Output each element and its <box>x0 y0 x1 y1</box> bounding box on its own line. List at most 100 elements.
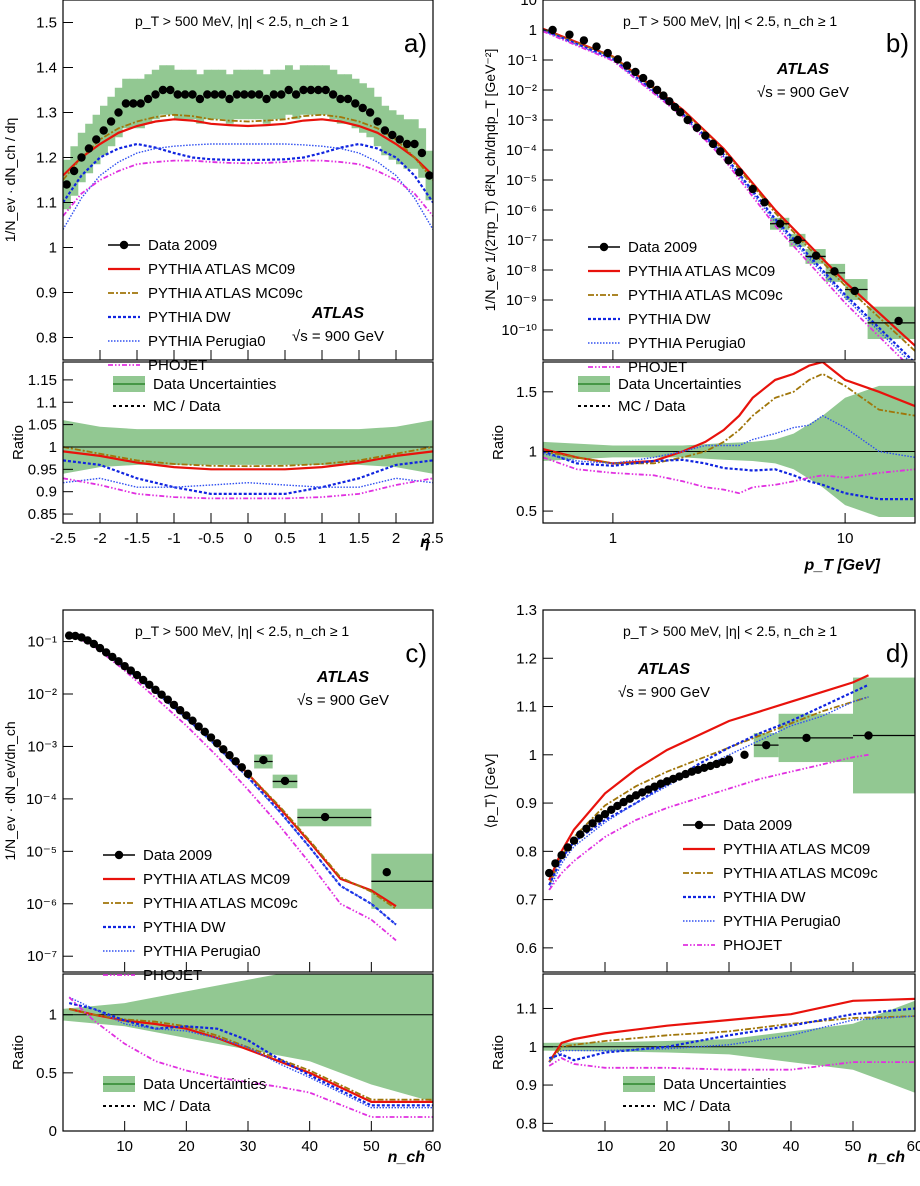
energy-label: √s = 900 GeV <box>292 328 384 345</box>
data-point <box>254 90 264 99</box>
ratio-y-tick-label: 0.5 <box>516 503 537 520</box>
cut-annotation: p_T > 500 MeV, |η| < 2.5, n_ch ≥ 1 <box>623 623 837 639</box>
data-point <box>638 73 648 83</box>
data-point <box>194 722 203 731</box>
ratio-line <box>548 1057 915 1071</box>
data-point <box>563 843 572 852</box>
data-point <box>588 819 597 828</box>
data-point <box>410 139 419 149</box>
legend-entry: Data Uncertainties <box>143 1076 266 1093</box>
data-point <box>101 648 111 657</box>
panel-b: 10⁻¹⁰ 10⁻⁹ 10⁻⁸ 10⁻⁷ 10⁻⁶ 10⁻⁵ 10⁻⁴ 10⁻³ 10⁻² 10⁻… <box>482 0 916 574</box>
data-point <box>143 94 153 104</box>
panel-c: 10⁻⁷ 10⁻⁶ 10⁻⁵ 10⁻⁴ 10⁻³ 10⁻² 10⁻¹ 0 0.5 1 10 20 30 4… <box>2 609 441 1166</box>
data-point <box>619 797 628 807</box>
data-point <box>894 316 903 326</box>
ratio-y-tick-label: 0 <box>49 1123 57 1140</box>
data-point <box>175 706 185 715</box>
data-point <box>417 148 427 158</box>
legend-entry: PYTHIA ATLAS MC09 <box>143 871 290 888</box>
panel-d: 0.6 0.7 0.8 0.9 1 1.1 1.2 1.3 0.8 0.9 1 1.1 10 20 30 40… <box>482 602 920 1166</box>
data-point <box>603 48 612 58</box>
legend-entry: Data 2009 <box>143 847 212 864</box>
ratio-y-tick-label: 1.05 <box>28 417 57 434</box>
y-tick-label: 10⁻⁴ <box>26 791 57 808</box>
data-point <box>84 144 94 153</box>
x-axis-label: η <box>420 534 430 551</box>
ratio-frame <box>542 361 916 524</box>
energy-label: √s = 900 GeV <box>618 684 710 701</box>
data-point <box>425 171 433 180</box>
data-point <box>151 90 160 99</box>
cut-annotation: p_T > 500 MeV, |η| < 2.5, n_ch ≥ 1 <box>135 13 349 29</box>
main-plot-area <box>64 631 433 942</box>
main-plot-area <box>545 674 915 891</box>
x-tick-label: -2.5 <box>50 530 76 547</box>
data-point <box>240 90 249 99</box>
series-line <box>543 30 905 360</box>
legend-entry: Data 2009 <box>723 817 792 834</box>
legend-entry: Data Uncertainties <box>153 376 276 393</box>
x-tick-label: 40 <box>783 1138 800 1155</box>
legend-entry: PYTHIA DW <box>143 919 226 936</box>
data-point <box>217 90 227 99</box>
legend-entry: Data 2009 <box>628 239 697 256</box>
cut-annotation: p_T > 500 MeV, |η| < 2.5, n_ch ≥ 1 <box>135 623 349 639</box>
ratio-y-tick-label: 0.85 <box>28 506 57 523</box>
data-point <box>106 117 116 126</box>
series-line <box>543 28 914 360</box>
y-tick-label: 10⁻² <box>507 82 537 99</box>
data-point <box>299 85 308 95</box>
x-tick-label: 30 <box>721 1138 738 1155</box>
y-tick-label: 10⁻⁹ <box>506 292 537 309</box>
data-point <box>557 850 566 860</box>
panel-letter: a) <box>404 28 427 58</box>
ratio-plot-area <box>63 974 433 1118</box>
data-point <box>576 830 585 839</box>
legend-swatch <box>114 850 124 860</box>
legend-entry: Data Uncertainties <box>663 1076 786 1093</box>
y-tick-label: 1.2 <box>516 650 537 667</box>
x-tick-label: 1 <box>609 530 617 547</box>
data-point <box>551 859 560 868</box>
data-point <box>284 85 293 95</box>
legend-entry: PHOJET <box>723 937 782 954</box>
y-tick-label: 1.1 <box>36 195 57 212</box>
legend-entry: MC / Data <box>143 1098 211 1115</box>
y-tick-label: 10⁻² <box>27 686 57 703</box>
data-point <box>195 94 205 104</box>
legend-entry: MC / Data <box>153 398 221 415</box>
y-tick-label: 10⁻⁶ <box>506 202 537 219</box>
y-tick-label: 1 <box>529 747 537 764</box>
data-point <box>676 108 685 117</box>
data-point <box>188 90 197 99</box>
y-axis-label: 1/N_ev 1/(2πp_T) d²N_ch/dηdp_T [GeV⁻²] <box>482 49 498 312</box>
data-point <box>247 90 256 99</box>
data-point <box>811 251 821 260</box>
legend-entry: PYTHIA ATLAS MC09c <box>143 895 298 912</box>
main-plot-area <box>543 25 915 360</box>
data-point <box>210 90 219 99</box>
data-point <box>545 868 554 878</box>
y-tick-label: 0.9 <box>516 795 537 812</box>
legend-entry: Data Uncertainties <box>618 376 741 393</box>
main-frame <box>62 0 434 361</box>
data-point <box>169 700 179 710</box>
y-tick-label: 1.1 <box>516 699 537 716</box>
y-tick-label: 0.9 <box>36 285 57 302</box>
legend-entry: PYTHIA DW <box>628 311 711 328</box>
data-point <box>158 85 168 95</box>
legend-entry: PYTHIA ATLAS MC09c <box>628 287 783 304</box>
data-point <box>343 94 353 104</box>
series-line <box>63 118 433 177</box>
data-point <box>99 126 108 135</box>
y-tick-label: 1.3 <box>36 105 57 122</box>
data-point <box>126 666 136 675</box>
x-axis-label: n_ch <box>868 1149 906 1166</box>
y-tick-label: 10⁻³ <box>507 112 537 129</box>
ratio-line <box>543 450 915 501</box>
data-point <box>206 733 216 742</box>
y-tick-label: 10⁻⁶ <box>26 896 57 913</box>
legend-entry: PYTHIA Perugia0 <box>143 943 261 960</box>
